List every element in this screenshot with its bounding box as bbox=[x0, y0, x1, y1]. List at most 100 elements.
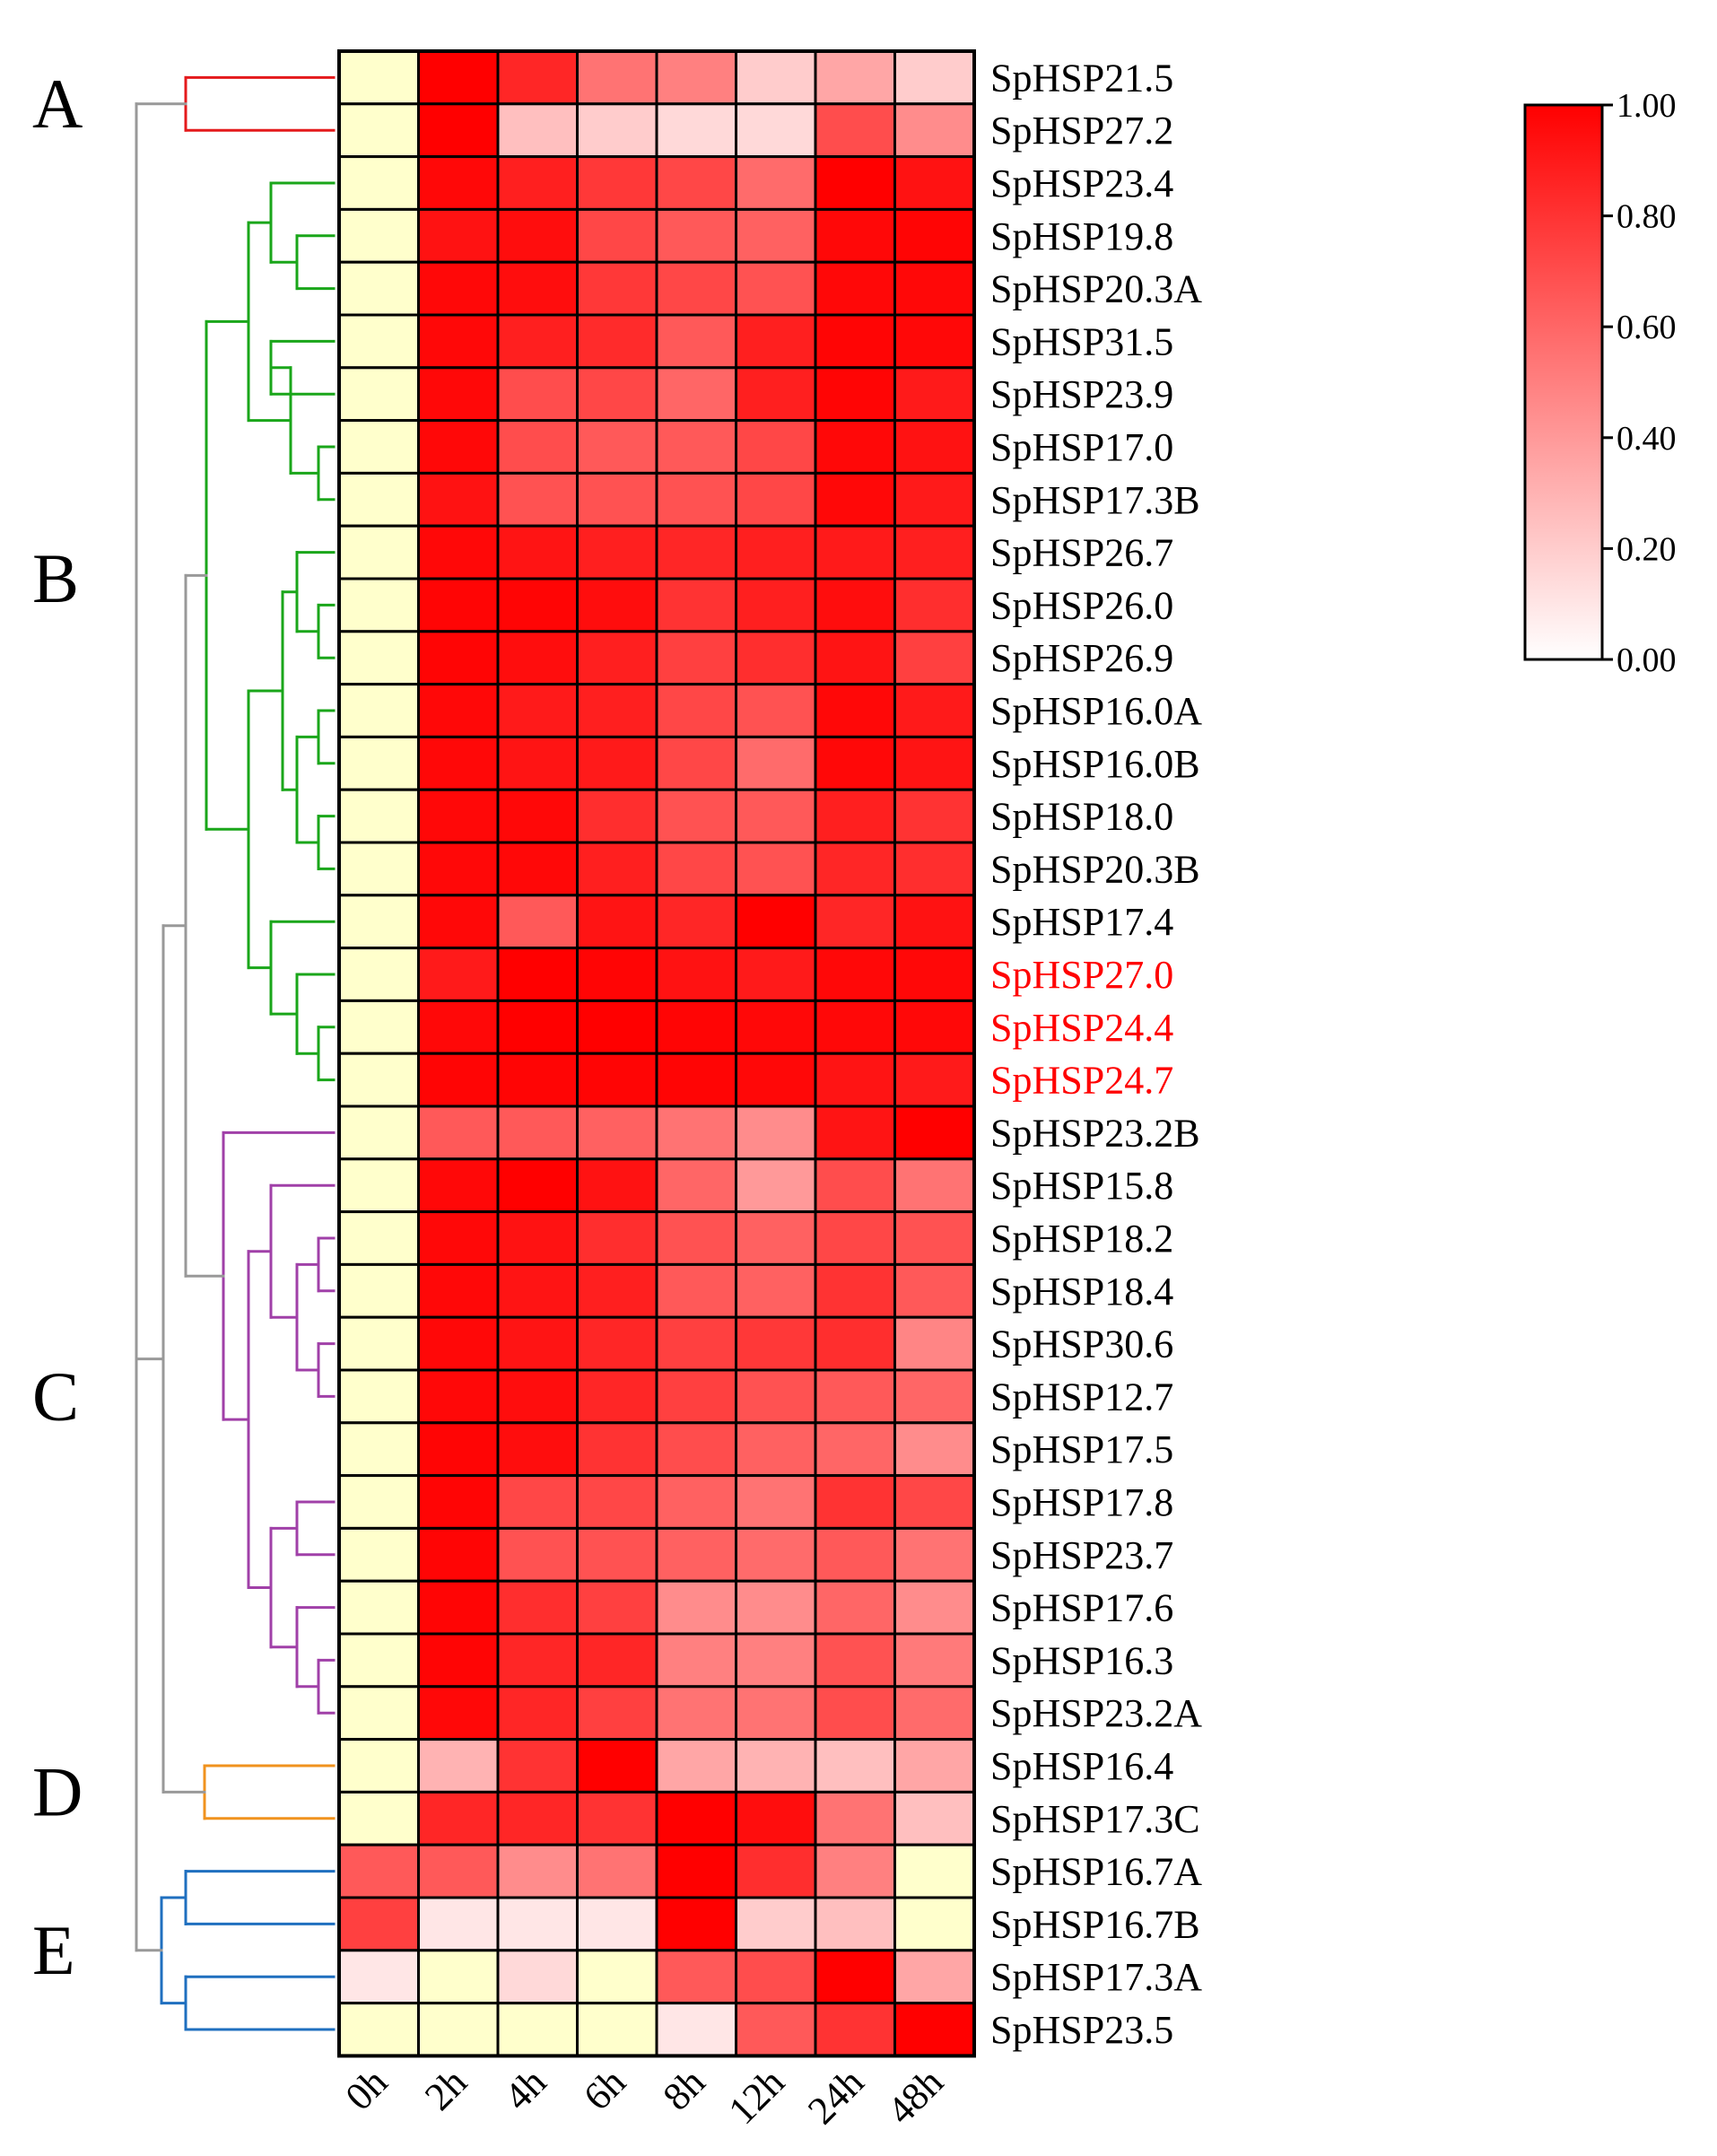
colorbar-tick-label: 0.80 bbox=[1617, 198, 1677, 236]
heatmap-cell-sphsp18-2-6h bbox=[576, 1210, 658, 1266]
heatmap-cell-sphsp20-3b-4h bbox=[496, 841, 579, 897]
heatmap-cell-sphsp23-7-4h bbox=[496, 1526, 579, 1583]
heatmap-cell-sphsp31-5-0h bbox=[337, 313, 420, 370]
heatmap-cell-sphsp26-0-12h bbox=[735, 577, 817, 633]
heatmap-cell-sphsp23-9-48h bbox=[893, 366, 976, 423]
heatmap-cell-sphsp18-2-12h bbox=[735, 1210, 817, 1266]
heatmap-cell-sphsp17-4-2h bbox=[417, 894, 500, 950]
row-label-sphsp27-2: SpHSP27.2 bbox=[990, 109, 1173, 153]
heatmap-cell-sphsp23-2a-4h bbox=[496, 1685, 579, 1741]
heatmap-cell-sphsp18-0-24h bbox=[814, 788, 896, 844]
heatmap-cell-sphsp19-8-24h bbox=[814, 207, 896, 264]
heatmap-cell-sphsp16-7b-24h bbox=[814, 1896, 896, 1952]
heatmap-cell-sphsp16-3-48h bbox=[893, 1632, 976, 1689]
dendrogram bbox=[135, 75, 336, 2031]
heatmap-cell-sphsp27-2-24h bbox=[814, 102, 896, 159]
heatmap-cell-sphsp26-9-8h bbox=[655, 630, 737, 686]
heatmap-cell-sphsp19-8-8h bbox=[655, 207, 737, 264]
heatmap-cell-sphsp17-5-12h bbox=[735, 1421, 817, 1478]
heatmap-cell-sphsp16-7b-48h bbox=[893, 1896, 976, 1952]
heatmap-cell-sphsp17-6-4h bbox=[496, 1579, 579, 1636]
heatmap-cell-sphsp17-3a-0h bbox=[337, 1949, 420, 2005]
heatmap-cell-sphsp17-4-24h bbox=[814, 894, 896, 950]
heatmap-cell-sphsp18-4-2h bbox=[417, 1262, 500, 1319]
heatmap-cell-sphsp16-0b-0h bbox=[337, 735, 420, 791]
heatmap-cell-sphsp16-3-6h bbox=[576, 1632, 658, 1689]
heatmap-cell-sphsp18-0-2h bbox=[417, 788, 500, 844]
heatmap-cell-sphsp18-4-6h bbox=[576, 1262, 658, 1319]
colorbar-tick-label: 1.00 bbox=[1617, 87, 1677, 125]
heatmap-cell-sphsp24-7-0h bbox=[337, 1052, 420, 1108]
heatmap-cell-sphsp16-4-12h bbox=[735, 1738, 817, 1794]
heatmap-cell-sphsp17-5-6h bbox=[576, 1421, 658, 1478]
heatmap-cell-sphsp31-5-4h bbox=[496, 313, 579, 370]
heatmap-cell-sphsp17-3a-12h bbox=[735, 1949, 817, 2005]
heatmap-cell-sphsp23-2a-8h bbox=[655, 1685, 737, 1741]
heatmap-cell-sphsp24-7-48h bbox=[893, 1052, 976, 1108]
heatmap-cell-sphsp21-5-4h bbox=[496, 49, 579, 106]
column-label-4h: 4h bbox=[496, 2060, 555, 2119]
row-label-sphsp23-7: SpHSP23.7 bbox=[990, 1533, 1173, 1577]
heatmap-cell-sphsp16-7b-2h bbox=[417, 1896, 500, 1952]
heatmap-cell-sphsp16-7a-4h bbox=[496, 1843, 579, 1899]
heatmap-cell-sphsp26-9-0h bbox=[337, 630, 420, 686]
column-label-12h: 12h bbox=[720, 2060, 793, 2133]
heatmap-cell-sphsp16-3-4h bbox=[496, 1632, 579, 1689]
row-label-sphsp15-8: SpHSP15.8 bbox=[990, 1164, 1173, 1208]
heatmap-cell-sphsp17-6-8h bbox=[655, 1579, 737, 1636]
heatmap-cell-sphsp17-3b-4h bbox=[496, 471, 579, 528]
heatmap-cell-sphsp16-0a-6h bbox=[576, 683, 658, 738]
heatmap-cell-sphsp16-0a-24h bbox=[814, 683, 896, 738]
heatmap-cell-sphsp17-3c-24h bbox=[814, 1790, 896, 1846]
heatmap-cell-sphsp23-2b-8h bbox=[655, 1104, 737, 1161]
heatmap-cell-sphsp17-3b-24h bbox=[814, 471, 896, 528]
heatmap-cell-sphsp16-0b-24h bbox=[814, 735, 896, 791]
row-label-sphsp17-3a: SpHSP17.3A bbox=[990, 1955, 1202, 1999]
heatmap-cell-sphsp20-3a-24h bbox=[814, 260, 896, 317]
heatmap-cell-sphsp17-5-24h bbox=[814, 1421, 896, 1478]
heatmap-cell-sphsp16-7b-6h bbox=[576, 1896, 658, 1952]
heatmap-cell-sphsp17-3c-8h bbox=[655, 1790, 737, 1846]
heatmap-cell-sphsp23-5-0h bbox=[337, 2002, 420, 2057]
heatmap-cell-sphsp17-0-4h bbox=[496, 419, 579, 475]
heatmap-cell-sphsp24-4-12h bbox=[735, 999, 817, 1055]
heatmap-cell-sphsp23-5-6h bbox=[576, 2002, 658, 2057]
heatmap-cell-sphsp18-2-8h bbox=[655, 1210, 737, 1266]
heatmap-cell-sphsp19-8-2h bbox=[417, 207, 500, 264]
row-label-sphsp31-5: SpHSP31.5 bbox=[990, 319, 1173, 363]
heatmap-cell-sphsp17-0-0h bbox=[337, 419, 420, 475]
column-label-8h: 8h bbox=[655, 2060, 714, 2119]
heatmap-cell-sphsp21-5-2h bbox=[417, 49, 500, 106]
heatmap-cell-sphsp15-8-12h bbox=[735, 1157, 817, 1214]
row-label-sphsp16-0b: SpHSP16.0B bbox=[990, 742, 1200, 786]
heatmap-cell-sphsp20-3a-2h bbox=[417, 260, 500, 317]
heatmap-cell-sphsp24-4-24h bbox=[814, 999, 896, 1055]
heatmap-cell-sphsp16-4-24h bbox=[814, 1738, 896, 1794]
heatmap-cell-sphsp26-7-6h bbox=[576, 524, 658, 580]
heatmap-cell-sphsp30-6-2h bbox=[417, 1315, 500, 1372]
row-label-sphsp23-2b: SpHSP23.2B bbox=[990, 1111, 1200, 1155]
heatmap-cell-sphsp23-2b-24h bbox=[814, 1104, 896, 1161]
heatmap-cell-sphsp27-2-48h bbox=[893, 102, 976, 159]
heatmap-cell-sphsp17-3a-48h bbox=[893, 1949, 976, 2005]
heatmap-cell-sphsp16-0a-12h bbox=[735, 683, 817, 738]
heatmap-cell-sphsp12-7-12h bbox=[735, 1368, 817, 1425]
colorbar-tick-label: 0.60 bbox=[1617, 309, 1677, 346]
heatmap-cell-sphsp27-0-6h bbox=[576, 947, 658, 1002]
heatmap-cell-sphsp30-6-8h bbox=[655, 1315, 737, 1372]
heatmap-cell-sphsp21-5-24h bbox=[814, 49, 896, 106]
heatmap-cell-sphsp12-7-4h bbox=[496, 1368, 579, 1425]
row-label-sphsp26-0: SpHSP26.0 bbox=[990, 583, 1173, 627]
heatmap-cell-sphsp17-3c-6h bbox=[576, 1790, 658, 1846]
heatmap-cell-sphsp17-5-2h bbox=[417, 1421, 500, 1478]
heatmap-cell-sphsp17-0-24h bbox=[814, 419, 896, 475]
row-label-sphsp12-7: SpHSP12.7 bbox=[990, 1375, 1173, 1418]
heatmap-cell-sphsp23-7-0h bbox=[337, 1526, 420, 1583]
row-label-sphsp26-9: SpHSP26.9 bbox=[990, 636, 1173, 680]
cluster-label-e: E bbox=[32, 1911, 75, 1989]
row-label-sphsp17-4: SpHSP17.4 bbox=[990, 900, 1173, 944]
heatmap-cell-sphsp26-9-2h bbox=[417, 630, 500, 686]
heatmap-cell-sphsp23-2a-48h bbox=[893, 1685, 976, 1741]
row-label-sphsp23-2a: SpHSP23.2A bbox=[990, 1691, 1202, 1735]
heatmap-cell-sphsp31-5-2h bbox=[417, 313, 500, 370]
